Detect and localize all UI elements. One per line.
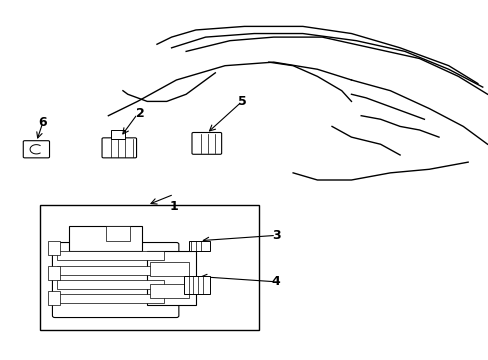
Bar [183,276,210,294]
Bar [149,284,188,298]
Text: 3: 3 [271,229,280,242]
FancyBboxPatch shape [23,141,49,158]
Text: 2: 2 [135,107,144,120]
Bar [57,280,164,289]
Bar [57,251,164,260]
Text: 4: 4 [271,275,280,288]
FancyBboxPatch shape [192,132,221,154]
Bar [47,291,60,305]
Bar [188,241,210,251]
Bar [69,226,142,251]
Bar [147,251,196,305]
Bar [40,205,259,330]
Bar [111,130,125,139]
Bar [47,241,60,255]
Text: 5: 5 [237,95,246,108]
Bar [57,266,164,275]
Bar [149,262,188,276]
Text: 6: 6 [39,116,47,129]
Bar [106,226,130,241]
FancyBboxPatch shape [102,138,136,158]
Bar [47,266,60,280]
FancyBboxPatch shape [52,243,179,318]
Bar [57,294,164,303]
Text: 1: 1 [169,200,178,213]
